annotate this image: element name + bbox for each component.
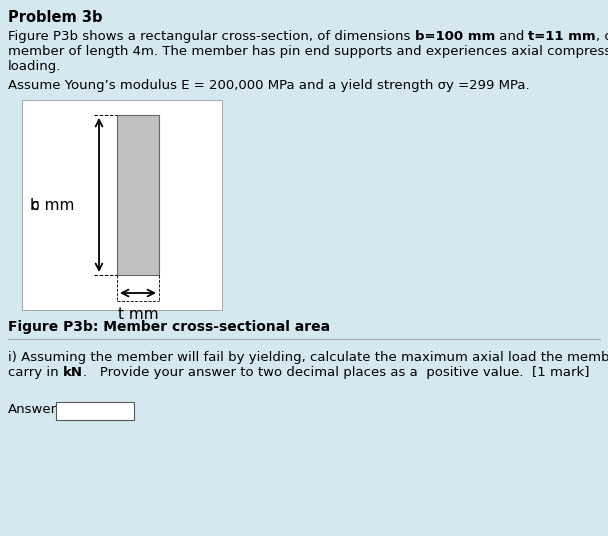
Text: loading.: loading. bbox=[8, 60, 61, 73]
Text: b=100 mm: b=100 mm bbox=[415, 30, 495, 43]
Text: Figure P3b shows a rectangular cross-section, of dimensions: Figure P3b shows a rectangular cross-sec… bbox=[8, 30, 415, 43]
Text: t mm: t mm bbox=[118, 307, 158, 322]
Text: Answer:: Answer: bbox=[8, 403, 61, 416]
Text: .   Provide your answer to two decimal places as a  positive value.  [1 mark]: . Provide your answer to two decimal pla… bbox=[83, 366, 589, 379]
Bar bbox=[22, 100, 222, 310]
Text: carry in: carry in bbox=[8, 366, 63, 379]
Text: and: and bbox=[495, 30, 528, 43]
Bar bbox=[56, 402, 134, 420]
Text: kN: kN bbox=[63, 366, 83, 379]
Text: t=11 mm: t=11 mm bbox=[528, 30, 596, 43]
Text: c: c bbox=[30, 197, 38, 212]
Text: b mm: b mm bbox=[30, 197, 74, 212]
Text: Problem 3b: Problem 3b bbox=[8, 10, 103, 25]
Bar bbox=[117, 115, 159, 275]
Text: member of length 4m. The member has pin end supports and experiences axial compr: member of length 4m. The member has pin … bbox=[8, 45, 608, 58]
Text: Assume Young’s modulus E = 200,000 MPa and a yield strength σy =299 MPa.: Assume Young’s modulus E = 200,000 MPa a… bbox=[8, 79, 530, 92]
Text: Figure P3b: Member cross-sectional area: Figure P3b: Member cross-sectional area bbox=[8, 320, 330, 334]
Text: , of a steel: , of a steel bbox=[596, 30, 608, 43]
Text: i) Assuming the member will fail by yielding, calculate the maximum axial load t: i) Assuming the member will fail by yiel… bbox=[8, 351, 608, 364]
